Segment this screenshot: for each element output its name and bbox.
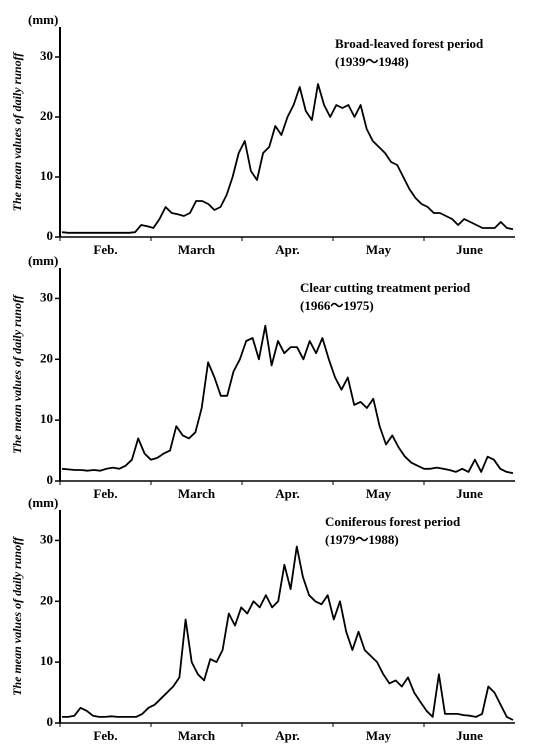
x-tick-label: Apr. — [275, 242, 299, 257]
y-tick-label: 0 — [47, 714, 54, 729]
x-tick-label: March — [178, 486, 216, 501]
runoff-line — [61, 324, 514, 474]
y-axis-label: The mean values of daily runoff — [10, 52, 24, 212]
x-tick-label: March — [178, 242, 216, 257]
x-tick-label: June — [456, 728, 483, 743]
y-unit: (mm) — [28, 495, 58, 510]
runoff-line — [62, 545, 514, 721]
y-tick-label: 30 — [40, 531, 53, 546]
panel-title: Clear cutting treatment period — [300, 280, 471, 295]
x-tick-label: Feb. — [93, 486, 117, 501]
y-tick-label: 10 — [40, 411, 53, 426]
x-tick-label: Apr. — [275, 728, 299, 743]
runoff-line — [61, 83, 514, 234]
x-tick-label: Feb. — [93, 242, 117, 257]
y-tick-label: 30 — [40, 289, 53, 304]
y-tick-label: 10 — [40, 168, 53, 183]
y-unit: (mm) — [28, 253, 58, 268]
y-unit: (mm) — [28, 12, 58, 27]
x-tick-label: May — [366, 486, 392, 501]
x-tick-label: June — [456, 242, 483, 257]
x-tick-label: Apr. — [275, 486, 299, 501]
y-tick-label: 20 — [40, 108, 53, 123]
y-tick-label: 20 — [40, 350, 53, 365]
y-axis-label: The mean values of daily runoff — [10, 536, 24, 696]
y-tick-label: 0 — [47, 472, 54, 487]
x-tick-label: March — [178, 728, 216, 743]
x-tick-label: May — [366, 242, 392, 257]
y-tick-label: 20 — [40, 592, 53, 607]
y-tick-label: 30 — [40, 48, 53, 63]
panel-subtitle: (1939～1948) — [335, 54, 409, 69]
y-axis-label: The mean values of daily runoff — [10, 294, 24, 454]
y-tick-label: 0 — [47, 228, 54, 243]
x-tick-label: May — [366, 728, 392, 743]
panel-title: Coniferous forest period — [325, 514, 461, 529]
panel-subtitle: (1966～1975) — [300, 298, 374, 313]
panel-subtitle: (1979～1988) — [325, 532, 399, 547]
x-tick-label: June — [456, 486, 483, 501]
panel-title: Broad-leaved forest period — [335, 36, 484, 51]
x-tick-label: Feb. — [93, 728, 117, 743]
y-tick-label: 10 — [40, 653, 53, 668]
